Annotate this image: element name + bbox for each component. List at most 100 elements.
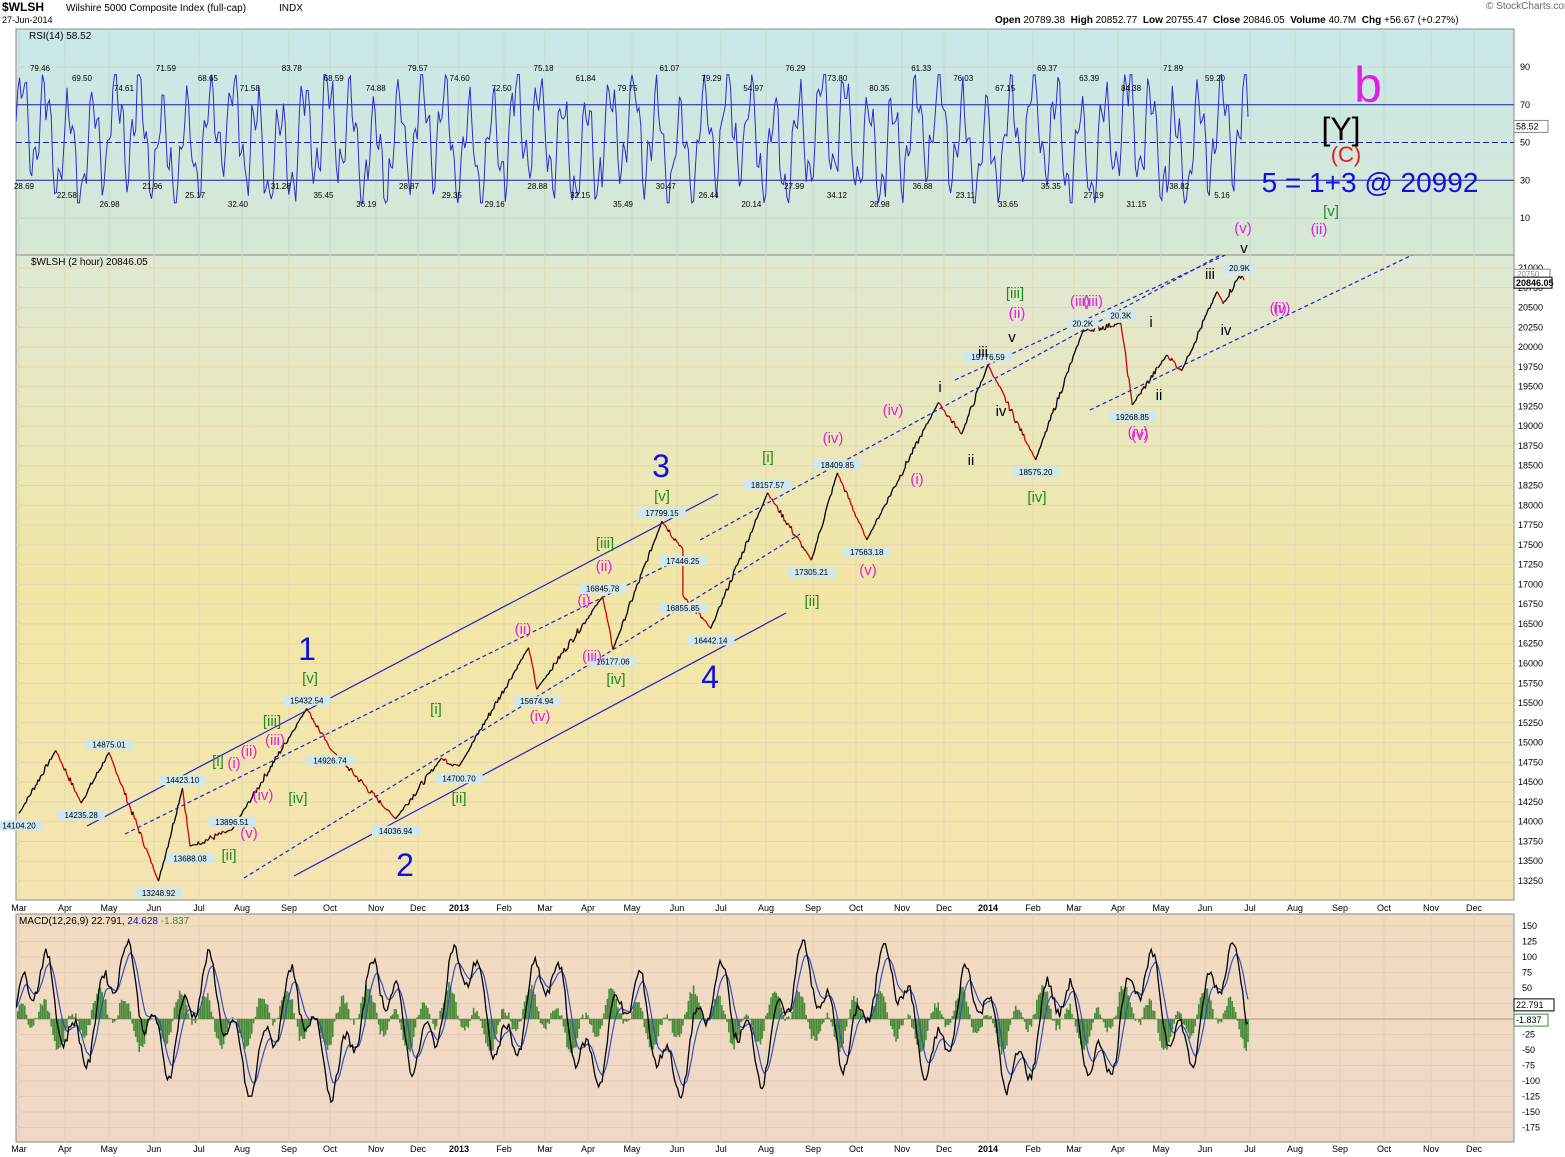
x-tick-label-macd: Feb <box>1025 1144 1041 1154</box>
chart-symbol: $WLSH <box>2 0 44 14</box>
x-tick-label-price: Mar <box>537 903 553 913</box>
rsi-layer <box>16 73 1514 205</box>
x-tick-label-macd: Jul <box>1244 1144 1256 1154</box>
x-tick-label-price: Apr <box>1111 903 1125 913</box>
price-y-tick: 21000 <box>1518 263 1543 273</box>
wave-label-black: iv <box>996 403 1007 420</box>
x-tick-label-price: Aug <box>1287 903 1303 913</box>
macd-value: 22.791 <box>91 916 122 927</box>
wave-label-primary: b <box>1354 57 1382 113</box>
pivot-label-bg <box>85 739 133 750</box>
macd-y-tick: -50 <box>1522 1045 1535 1055</box>
trend-channel-line <box>1089 255 1414 411</box>
x-tick-label-price: Dec <box>410 903 427 913</box>
x-tick-label-price: Dec <box>1466 903 1483 913</box>
price-y-tick: 13500 <box>1518 856 1543 866</box>
price-y-tick: 20500 <box>1518 303 1543 313</box>
macd-y-tick: -125 <box>1522 1092 1540 1102</box>
macd-panel-bg <box>15 913 1515 1143</box>
pivot-label-bg <box>306 755 354 766</box>
x-tick-label-price: Jun <box>1198 903 1213 913</box>
x-tick-label-price: Sep <box>805 903 821 913</box>
wave-label-green: [i] <box>762 449 774 466</box>
rsi-peak-label: 68.59 <box>324 74 345 83</box>
x-tick-label-price: 2014 <box>978 903 998 913</box>
macd-hist-label: -1.837 <box>1516 1015 1542 1025</box>
wave-label-green: [v] <box>302 670 318 687</box>
price-y-tick: 18250 <box>1518 481 1543 491</box>
x-tick-label-price: Dec <box>936 903 953 913</box>
rsi-peak-label: 71.58 <box>240 84 261 93</box>
x-tick-label-price: Jun <box>670 903 685 913</box>
price-y-tick: 15250 <box>1518 718 1543 728</box>
axis-layer: Mar Mar Apr Apr May May Jun Jun Jul Jul Aug Aug Sep S… <box>11 62 1555 1154</box>
rsi-peak-label: 74.60 <box>450 74 471 83</box>
x-tick-label-price: Mar <box>1066 903 1082 913</box>
pivot-label-bg <box>843 546 891 557</box>
pivot-label-bg <box>659 602 707 613</box>
x-tick-label-price: Apr <box>58 903 72 913</box>
macd-y-tick: -25 <box>1522 1030 1535 1040</box>
wave-label-magenta: (i) <box>910 471 923 488</box>
trend-channel-line <box>124 559 679 835</box>
wave-label-green: [i] <box>212 753 224 770</box>
pivot-label: 17799.15 <box>645 509 679 518</box>
wave-label-magenta: (iv) <box>823 430 844 447</box>
pivot-label-bg <box>513 696 561 707</box>
wave-label-magenta: (ii) <box>1311 221 1328 238</box>
macd-y-tick: 150 <box>1522 921 1537 931</box>
rsi-line <box>16 73 1249 205</box>
chg-label: Chg <box>1361 15 1382 26</box>
x-tick-label-macd: Jun <box>1198 1144 1213 1154</box>
x-tick-label-macd: Oct <box>849 1144 864 1154</box>
pivot-label-bg <box>687 635 735 646</box>
rsi-trough-label: 25.17 <box>185 191 206 200</box>
rsi-peak-label: 59.20 <box>1205 74 1226 83</box>
pivot-label-bg <box>579 583 627 594</box>
wave-label-magenta: (ii) <box>596 558 613 575</box>
price-y-tick: 17500 <box>1518 540 1543 550</box>
pivot-label: 20.2K <box>1072 319 1094 328</box>
price-y-tick: 14750 <box>1518 757 1543 767</box>
wave-label-black: i <box>938 379 941 396</box>
rsi-peak-label: 79.57 <box>408 64 429 73</box>
pivot-label: 14423.10 <box>166 776 200 785</box>
wave-label-magenta: (i) <box>1273 300 1286 317</box>
rsi-trough-label: 32.40 <box>228 200 249 209</box>
pivot-label-bg <box>589 656 637 667</box>
last-price-label: 20846.05 <box>1516 278 1554 288</box>
wave-label-black: v <box>1008 329 1016 346</box>
wave-label-magenta: (iv) <box>530 708 551 725</box>
x-tick-label-macd: May <box>1152 1144 1170 1154</box>
wave-label-magenta: (iii) <box>1083 293 1103 310</box>
pivot-label: 14235.28 <box>64 811 98 820</box>
wave-label-magenta: (v) <box>859 562 877 579</box>
wave-label-magenta: (iii) <box>1070 293 1090 310</box>
rsi-value-label: 58.52 <box>1516 121 1539 131</box>
rsi-peak-label: 74.61 <box>114 84 135 93</box>
rsi-peak-label: 72.50 <box>492 84 513 93</box>
price-y-tick: 14500 <box>1518 777 1543 787</box>
macd-layer <box>16 937 1249 1104</box>
x-tick-label-price: Oct <box>849 903 864 913</box>
annotation-layer: 1 2 3 4 5 = 1+3 @ 20992 b[Y](C) [v] [iii] [i] [iv… <box>212 57 1478 883</box>
pivot-label-bg <box>134 888 183 899</box>
pivot-label-bg <box>659 556 707 567</box>
price-y-tick: 18750 <box>1518 441 1543 451</box>
rsi-trough-label: 36.88 <box>912 182 933 191</box>
wave-label-green: [v] <box>1323 203 1339 220</box>
macd-signal-line <box>16 951 1249 1087</box>
x-tick-label-macd: Feb <box>496 1144 512 1154</box>
rsi-peak-label: 61.07 <box>659 64 680 73</box>
pivot-label-bg <box>0 820 43 831</box>
rsi-peak-label: 79.46 <box>30 64 51 73</box>
wave-label-green: [iv] <box>288 790 307 807</box>
x-tick-label-price: May <box>100 903 118 913</box>
x-tick-label-macd: Mar <box>537 1144 553 1154</box>
chart-exchange: INDX <box>279 3 303 14</box>
rsi-peak-label: 71.59 <box>156 64 177 73</box>
pivot-label: 14700.70 <box>442 774 476 783</box>
wave-label-green: [iv] <box>606 671 625 688</box>
close-label: Close <box>1212 15 1241 26</box>
x-tick-label-macd: 2013 <box>449 1144 469 1154</box>
